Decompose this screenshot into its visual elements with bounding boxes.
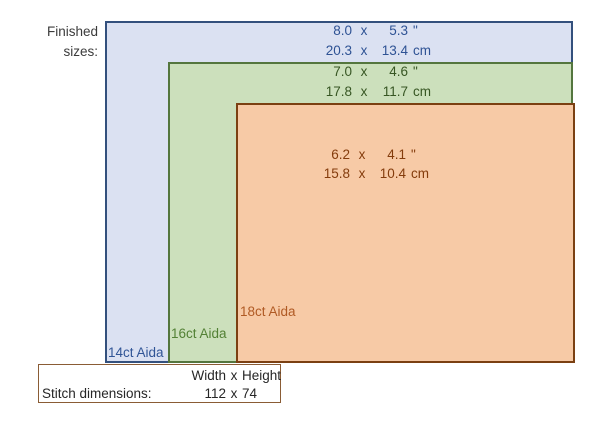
- inch-unit: ": [413, 23, 418, 38]
- fabric-name-14ct: 14ct Aida: [108, 345, 164, 360]
- height-in-value: 4.1: [387, 147, 406, 162]
- x-separator: x: [230, 367, 238, 383]
- size-label-14ct: 8.0 x 5.3 " 20.3 x 13.4 cm: [322, 21, 439, 61]
- finished-sizes-label-line2: sizes:: [63, 44, 98, 59]
- height-cm-value: 11.7: [382, 84, 408, 99]
- x-separator: x: [360, 84, 368, 99]
- inch-unit: ": [411, 147, 416, 162]
- finished-sizes-label-line1: Finished: [46, 24, 98, 39]
- finished-sizes-label: Finished sizes:: [14, 22, 98, 62]
- cm-unit: cm: [413, 43, 431, 58]
- fabric-name-16ct: 16ct Aida: [171, 326, 227, 341]
- cm-unit: cm: [411, 166, 429, 181]
- width-cm-value: 15.8: [323, 166, 350, 181]
- x-separator: x: [358, 166, 366, 181]
- x-separator: x: [230, 385, 238, 401]
- size-label-18ct: 6.2 x 4.1 " 15.8 x 10.4 cm: [320, 145, 437, 183]
- fabric-name-18ct: 18ct Aida: [240, 304, 296, 319]
- cm-unit: cm: [413, 84, 431, 99]
- stitch-dimensions-label: Stitch dimensions:: [42, 385, 152, 401]
- size-label-16ct: 7.0 x 4.6 " 17.8 x 11.7 cm: [322, 62, 439, 102]
- x-separator: x: [360, 43, 368, 58]
- x-separator: x: [360, 23, 368, 38]
- inch-unit: ": [413, 64, 418, 79]
- x-separator: x: [358, 147, 366, 162]
- stitch-height-value: 74: [242, 385, 258, 401]
- width-in-value: 7.0: [333, 64, 352, 79]
- height-in-value: 5.3: [389, 23, 408, 38]
- height-cm-value: 13.4: [381, 43, 408, 58]
- fabric-rect-18ct-aida: [236, 103, 575, 363]
- width-cm-value: 20.3: [325, 43, 352, 58]
- stitch-width-value: 112: [204, 385, 226, 401]
- width-header: Width: [191, 367, 226, 383]
- stitch-dimensions-box: Width x Height Stitch dimensions: 112 x …: [38, 364, 281, 403]
- height-cm-value: 10.4: [379, 166, 406, 181]
- x-separator: x: [360, 64, 368, 79]
- height-in-value: 4.6: [389, 64, 408, 79]
- width-in-value: 8.0: [333, 23, 352, 38]
- height-header: Height: [242, 367, 282, 383]
- width-in-value: 6.2: [331, 147, 350, 162]
- width-cm-value: 17.8: [325, 84, 352, 99]
